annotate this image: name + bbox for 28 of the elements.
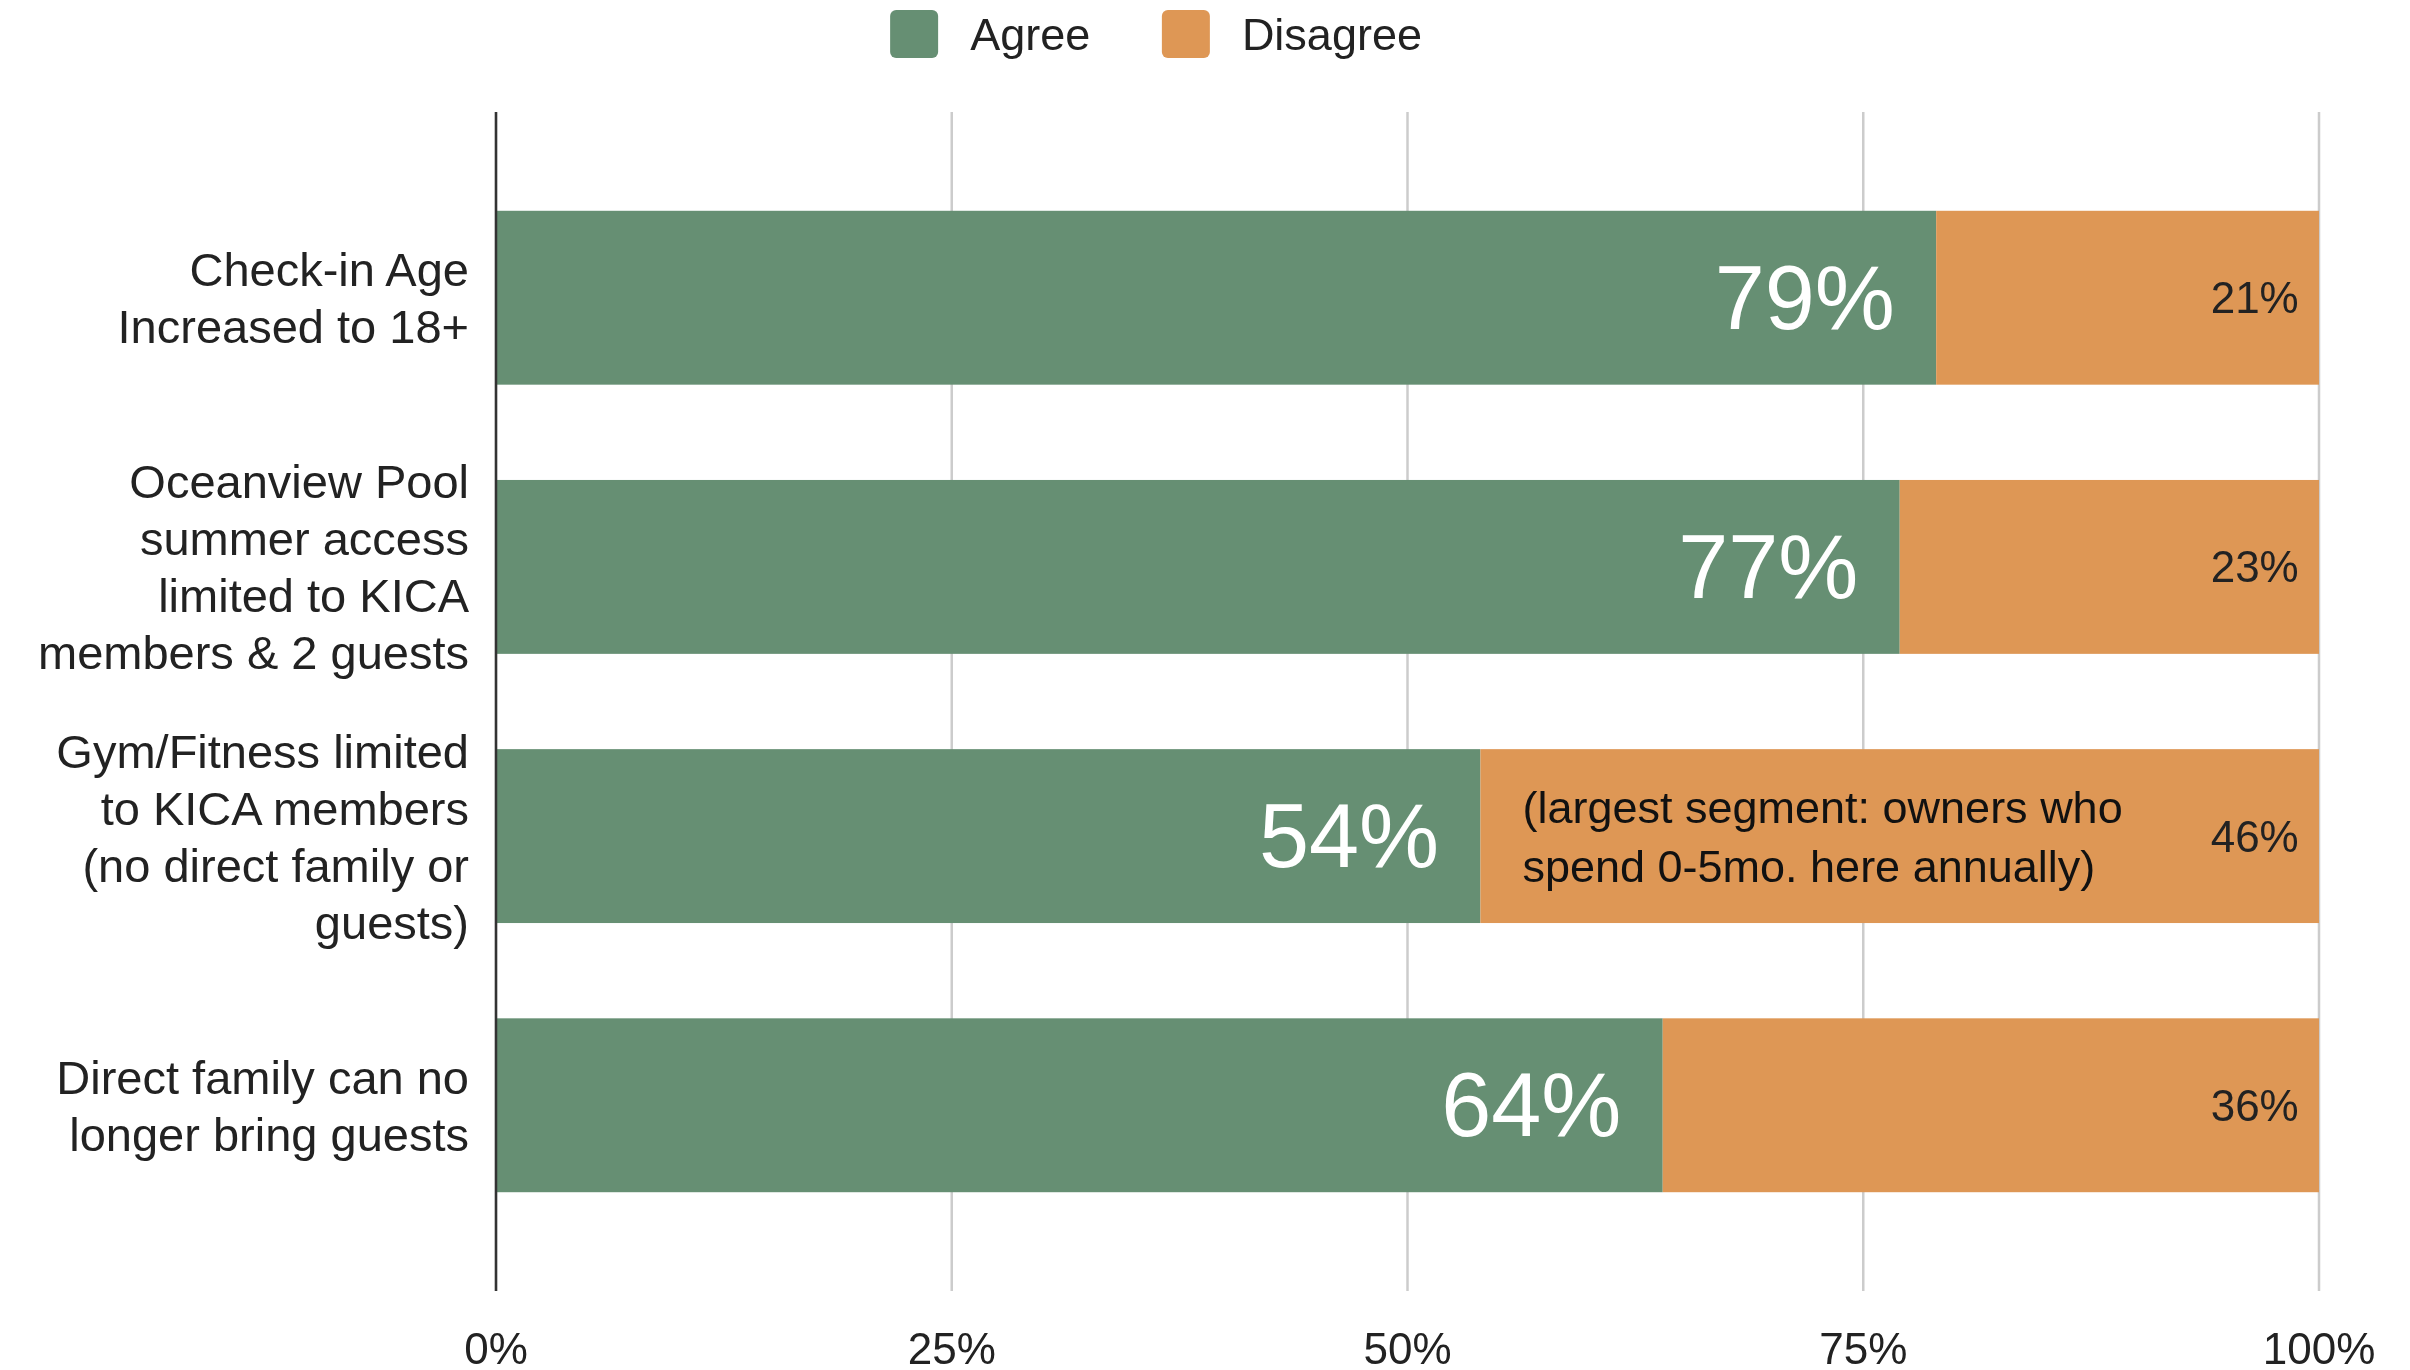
x-tick-label: 25% — [907, 1323, 996, 1370]
data-label: 21% — [2210, 273, 2299, 323]
x-tick-label: 100% — [2262, 1323, 2376, 1370]
y-tick-label: Direct family can no longer bring guests — [56, 1050, 469, 1161]
legend-label: Agree — [970, 8, 1091, 60]
x-tick-label: 50% — [1363, 1323, 1452, 1370]
bar — [1662, 1018, 2319, 1193]
y-tick-label: Check-in Age Increased to 18+ — [117, 242, 469, 353]
bar — [496, 1018, 1663, 1193]
data-label: 23% — [2210, 542, 2299, 592]
data-label: 54% — [1258, 786, 1440, 887]
bar — [1936, 210, 2319, 385]
bar — [1899, 479, 2319, 654]
data-label: 46% — [2210, 811, 2299, 861]
bar — [496, 749, 1481, 924]
bar — [1480, 749, 2319, 924]
data-label: 79% — [1714, 247, 1895, 348]
data-label: 36% — [2210, 1080, 2299, 1130]
bar — [496, 479, 1900, 654]
legend-label: Disagree — [1241, 8, 1422, 60]
x-tick-label: 75% — [1819, 1323, 1908, 1370]
data-label: 64% — [1441, 1055, 1622, 1156]
y-tick-label: Oceanview Pool summer access limited to KICA members & 2 guests — [37, 454, 470, 679]
bar — [496, 210, 1937, 385]
annotation: (largest segment: owners who spend 0-5mo. here annually) — [1522, 781, 2123, 892]
data-label: 77% — [1678, 516, 1859, 617]
y-tick-label: Gym/Fitness limited to KICA members (no direct family or guests) — [56, 724, 469, 949]
x-tick-label: 0% — [464, 1323, 528, 1370]
